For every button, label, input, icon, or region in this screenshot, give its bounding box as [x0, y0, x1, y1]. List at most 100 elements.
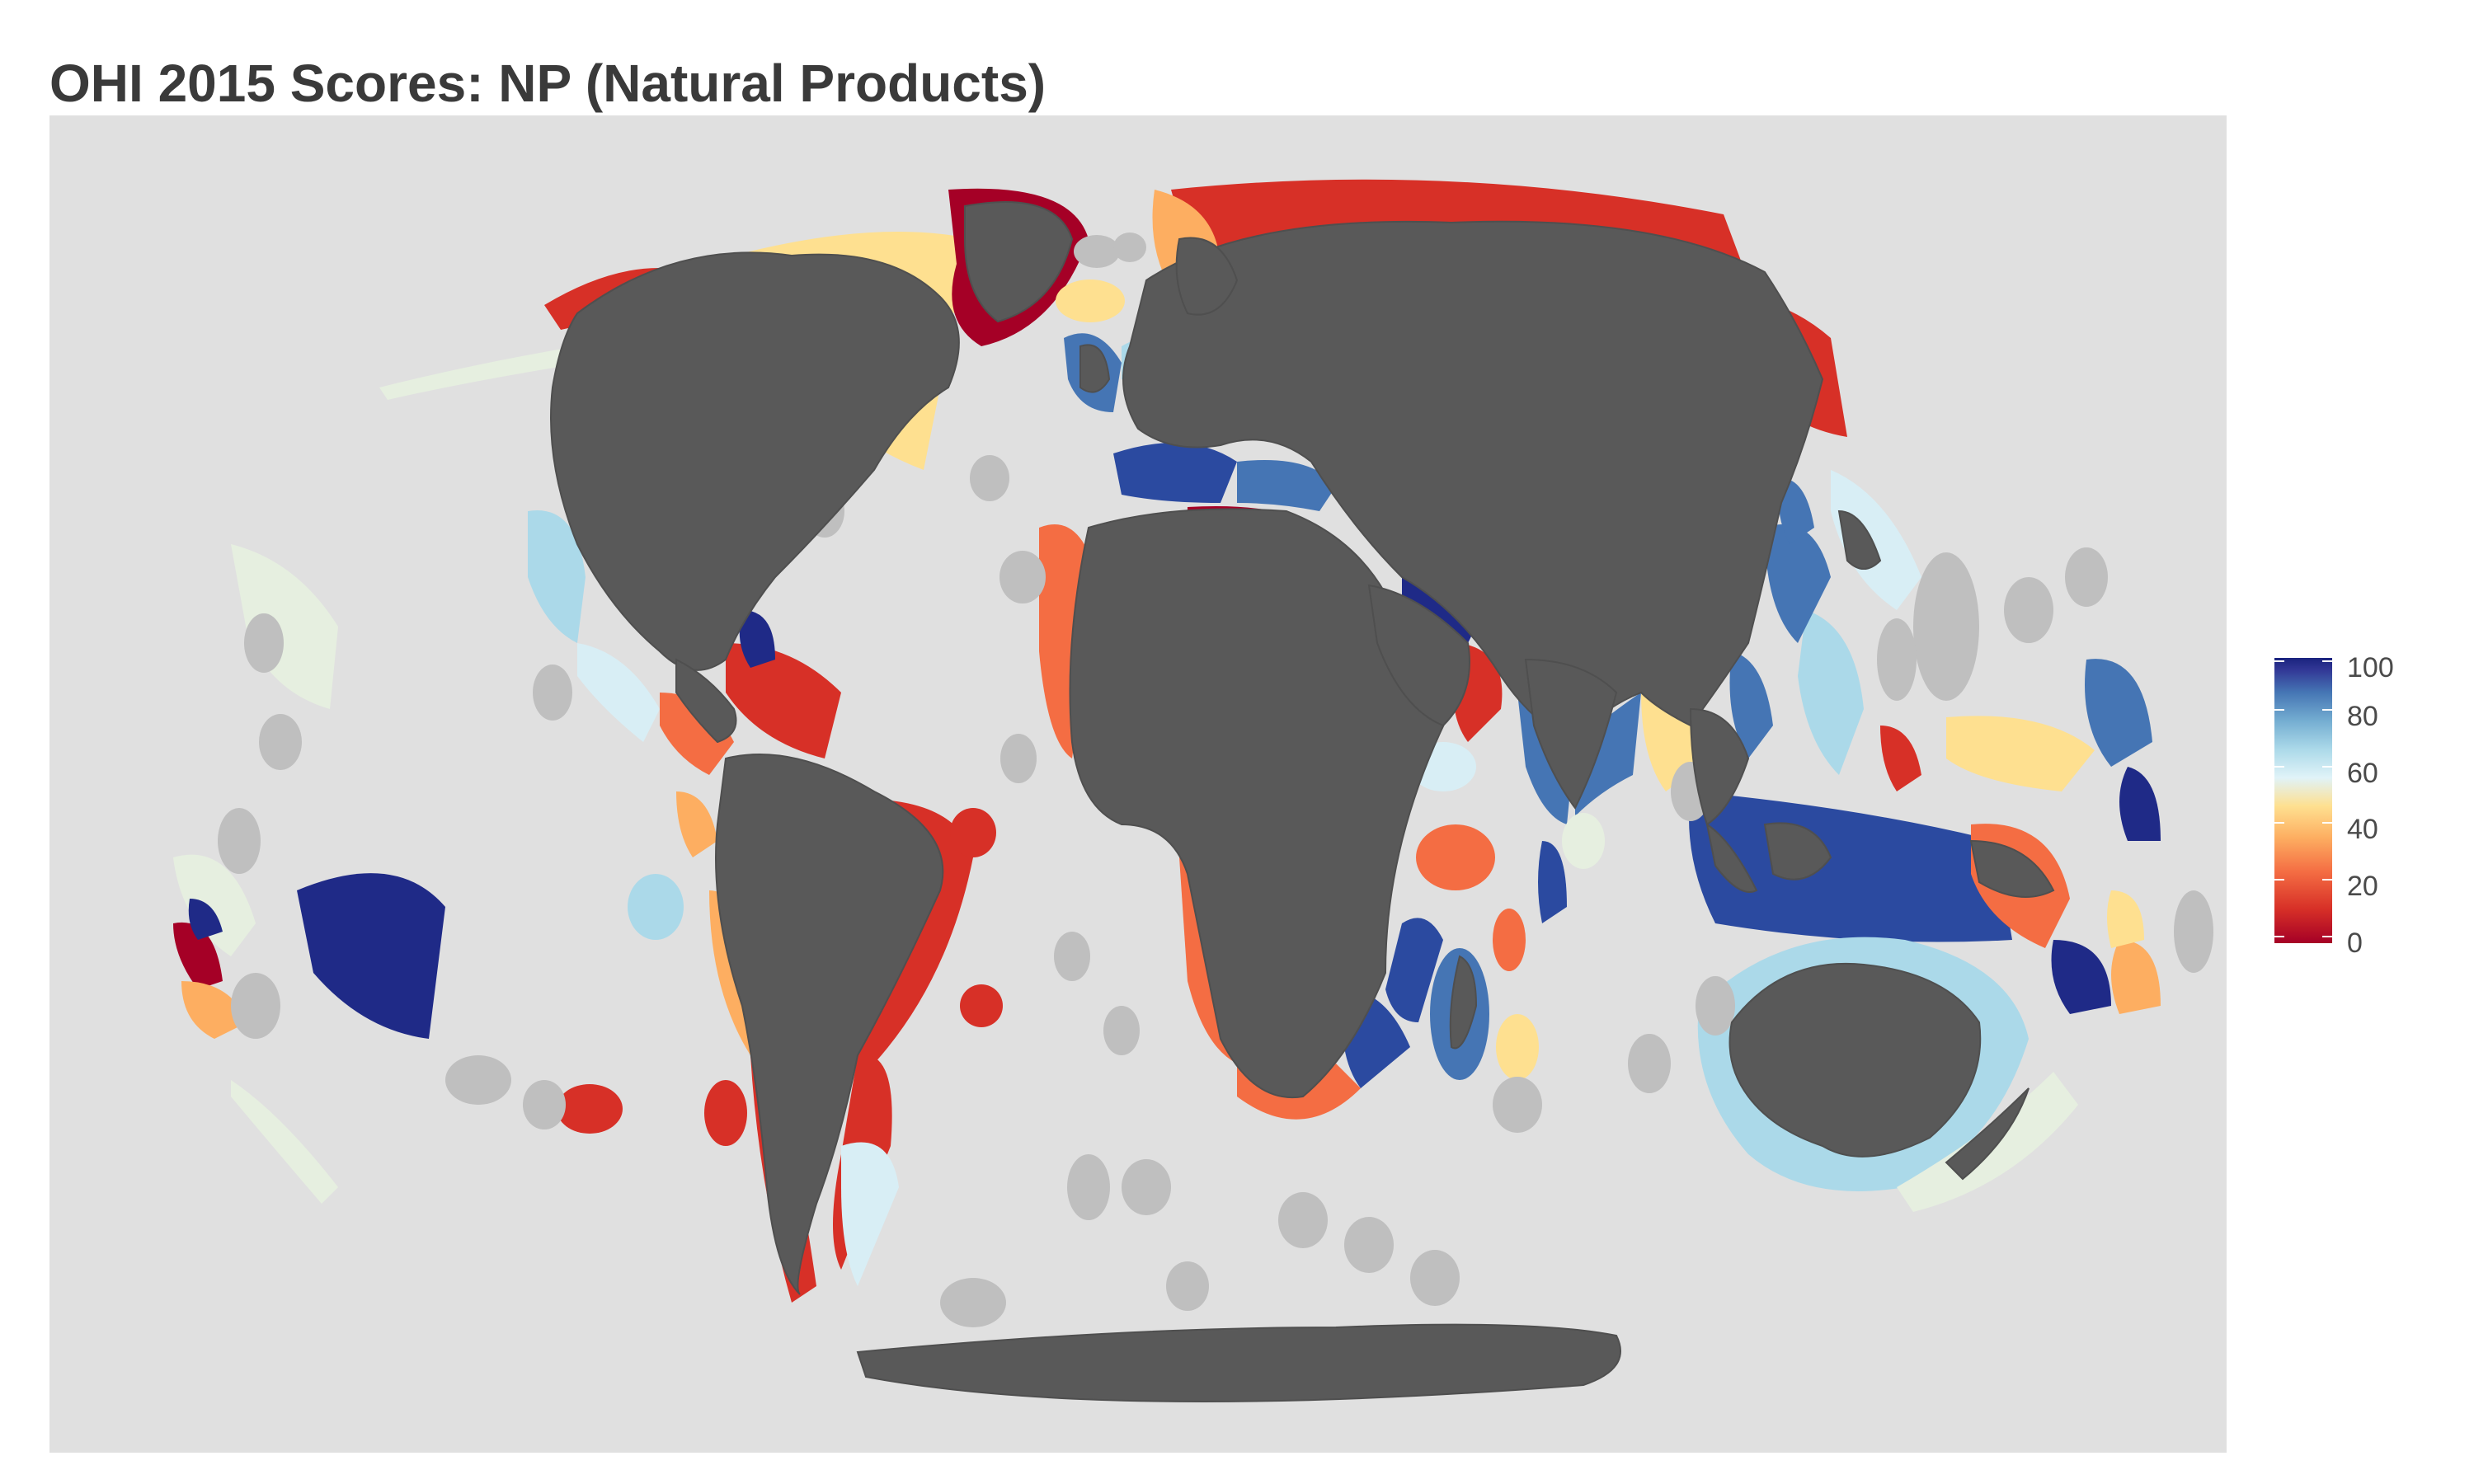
eez-no-data	[1278, 1192, 1328, 1248]
land-central-america	[675, 658, 737, 744]
legend-colorbar	[2274, 658, 2332, 943]
eez-no-data	[1696, 976, 1735, 1036]
eez-no-data-regions	[218, 232, 2213, 1327]
land-madagascar	[1449, 955, 1478, 1050]
eez-vietnam	[1729, 651, 1773, 758]
eez-korea	[1778, 478, 1814, 544]
legend-label-20: 20	[2347, 871, 2378, 902]
eez-persian-gulf	[1402, 577, 1476, 643]
land-southeast-asia	[1689, 707, 1750, 826]
map-panel	[49, 115, 2227, 1453]
land-africa	[1069, 508, 1453, 1099]
eez-bahamas	[739, 610, 775, 668]
eez-india-east	[1575, 693, 1641, 816]
eez-tonga	[173, 922, 223, 989]
eez-aleutians	[379, 346, 586, 400]
eez-mediterranean-west	[1113, 443, 1237, 503]
eez-samoa	[173, 854, 256, 956]
eez-micronesia	[1946, 716, 2095, 791]
eez-no-data	[1054, 932, 1090, 981]
eez-no-data	[999, 551, 1046, 603]
eez-no-data	[523, 1080, 566, 1129]
land-sumatra	[1705, 822, 1758, 893]
eez-kiribati-west	[2119, 767, 2161, 841]
legend-label-60: 60	[2347, 758, 2378, 789]
land-new-guinea	[1969, 839, 2055, 898]
eez-maldives	[1538, 841, 1567, 923]
eez-central-america	[660, 693, 734, 775]
land-eurasia	[1122, 220, 1824, 744]
land-australia	[1729, 962, 1982, 1158]
legend-label-0: 0	[2347, 928, 2363, 959]
land-masses	[550, 201, 2055, 1403]
eez-reunion	[1496, 1014, 1539, 1080]
land-new-zealand	[1945, 1087, 2030, 1181]
eez-easter-island	[557, 1084, 623, 1134]
eez-galapagos	[628, 874, 684, 940]
eez-china-east	[1765, 524, 1831, 643]
eez-no-data	[259, 714, 302, 770]
eez-seychelles	[1416, 824, 1495, 890]
eez-no-data	[1166, 1261, 1209, 1311]
eez-no-data	[231, 973, 280, 1039]
eez-kermadec	[231, 1080, 338, 1204]
eez-mediterranean-east	[1237, 460, 1336, 511]
land-scandinavia	[1175, 237, 1239, 316]
eez-fernando-noronha	[950, 808, 996, 857]
eez-no-data	[244, 613, 284, 673]
legend-label-100: 100	[2347, 652, 2394, 683]
eez-no-data	[1628, 1034, 1671, 1093]
eez-tuvalu	[188, 899, 223, 940]
eez-sri-lanka	[1562, 813, 1605, 869]
eez-no-data	[445, 1055, 511, 1105]
eez-no-data	[1122, 1159, 1171, 1215]
eez-no-data	[1074, 235, 1120, 268]
world-map	[173, 179, 2213, 1403]
eez-no-data	[2004, 577, 2053, 643]
land-greenland	[964, 201, 1074, 323]
eez-no-data	[1410, 1250, 1460, 1306]
eez-no-data	[1913, 552, 1979, 701]
eez-no-data	[970, 455, 1009, 501]
eez-colombia-pacific	[676, 791, 717, 857]
eez-juan-fernandez	[704, 1080, 747, 1146]
eez-marshall	[2085, 659, 2152, 767]
eez-no-data	[1344, 1217, 1394, 1273]
eez-caribbean	[726, 643, 841, 758]
legend-label-40: 40	[2347, 814, 2378, 845]
land-india	[1524, 658, 1618, 810]
eez-mauritius	[1493, 909, 1526, 971]
eez-french-polynesia	[297, 873, 445, 1039]
eez-no-data	[1113, 232, 1146, 262]
eez-no-data	[1877, 618, 1917, 701]
eez-no-data	[533, 665, 572, 721]
land-south-america	[715, 754, 944, 1295]
land-antarctica	[856, 1323, 1621, 1403]
eez-solomon	[2051, 940, 2111, 1014]
land-japan	[1837, 510, 1882, 570]
eez-hawaii	[231, 544, 338, 709]
eez-trindade	[960, 984, 1003, 1027]
eez-fiji	[2107, 890, 2144, 948]
eez-no-data	[1493, 1077, 1542, 1133]
eez-no-data	[218, 808, 261, 874]
eez-no-data	[1000, 734, 1037, 783]
eez-us-west	[528, 510, 586, 643]
land-borneo	[1763, 822, 1832, 881]
eez-east-africa	[1385, 918, 1443, 1022]
eez-no-data	[2065, 547, 2108, 607]
eez-palau	[1880, 726, 1921, 791]
land-arabia	[1367, 584, 1470, 727]
score-legend: 0 20 40 60 80 100	[2274, 651, 2423, 965]
map-title: OHI 2015 Scores: NP (Natural Products)	[49, 54, 1047, 113]
eez-patagonia	[841, 1142, 899, 1286]
eez-no-data	[940, 1278, 1006, 1327]
eez-vanuatu	[2111, 940, 2161, 1014]
land-north-america	[550, 251, 960, 671]
legend-label-80: 80	[2347, 701, 2378, 732]
eez-no-data	[1103, 1006, 1140, 1055]
eez-japan	[1831, 470, 1921, 610]
eez-no-data	[2174, 890, 2213, 973]
eez-mexico-pacific	[577, 643, 660, 742]
eez-iceland	[1056, 279, 1125, 322]
